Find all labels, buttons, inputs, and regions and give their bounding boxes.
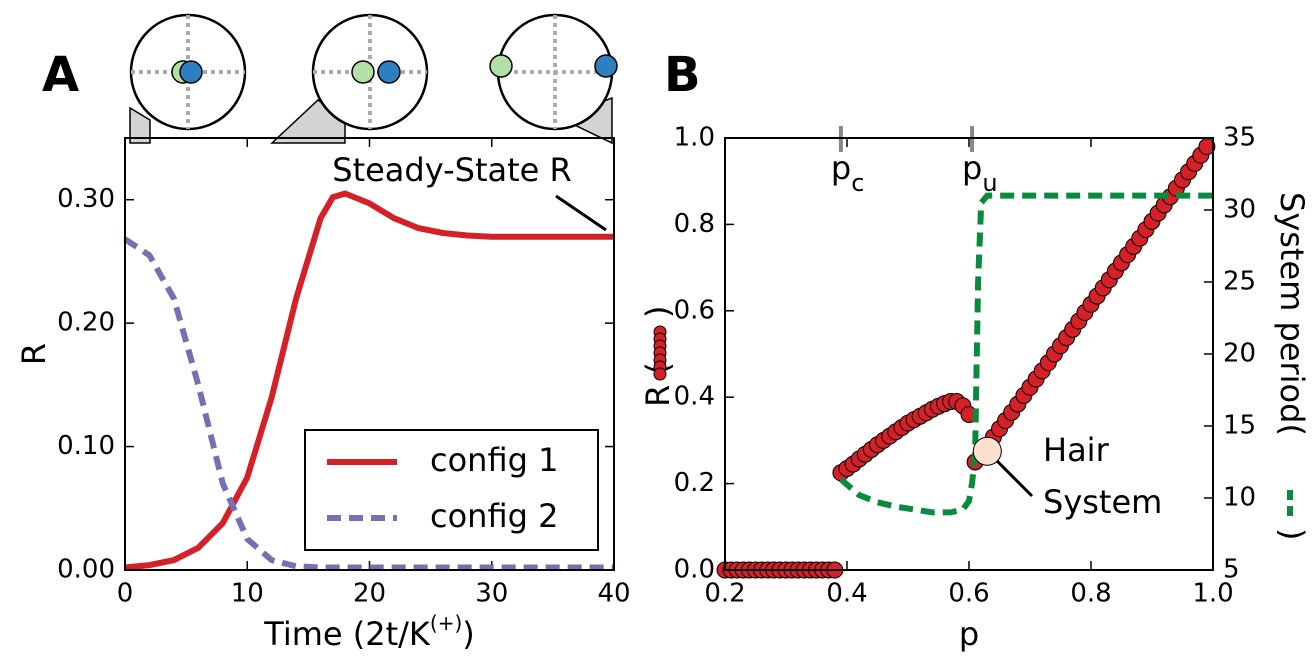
y2-tick-label: 20 — [1223, 339, 1256, 369]
x-tick-label: 0 — [117, 579, 134, 609]
marker-label-text: p — [962, 149, 982, 187]
y-tick-label: 0.10 — [57, 431, 115, 461]
blue-site — [179, 60, 203, 84]
y-tick-label: 0.2 — [674, 468, 715, 498]
x-tick-label: 10 — [231, 579, 264, 609]
green-site — [351, 60, 375, 84]
data-line — [124, 190, 614, 571]
y-axis-label: R — [15, 343, 53, 365]
x-axis-label-end: ) — [462, 615, 474, 653]
blue-site — [594, 54, 618, 78]
panel-letter: B — [664, 47, 701, 103]
y-tick-label: 0.00 — [57, 555, 115, 585]
annotation: Steady-State R — [332, 151, 572, 189]
y-axis-label-icon — [653, 367, 667, 381]
x-axis-label: p — [959, 615, 979, 653]
y-tick-label: 0.6 — [674, 295, 715, 325]
legend-label: config 2 — [430, 497, 558, 535]
marker-label-sub: u — [982, 169, 997, 197]
blue-site — [377, 60, 401, 84]
y-tick-label: 0.8 — [674, 209, 715, 239]
data-line — [838, 192, 1213, 516]
annotation: System — [1043, 483, 1162, 521]
x-axis-label: Time (2t/K(+)) — [263, 611, 475, 654]
y2-axis-label: System period( — [1273, 192, 1311, 436]
plot-frame — [724, 137, 1214, 571]
x-tick-label: 20 — [353, 579, 386, 609]
y-tick-label: 0.0 — [674, 555, 715, 585]
y2-tick-label: 15 — [1223, 411, 1256, 441]
plot-frame — [124, 137, 615, 571]
marker-label: pc — [831, 149, 865, 197]
x-axis-label-text: p — [959, 615, 979, 653]
y-tick-label: 0.20 — [57, 308, 115, 338]
legend-box — [304, 429, 599, 551]
x-tick-label: 30 — [475, 579, 508, 609]
panel-letter: A — [42, 47, 79, 103]
y2-tick-label: 25 — [1223, 267, 1256, 297]
x-axis-label-text: Time (2t/K — [263, 615, 431, 653]
green-site — [489, 54, 513, 78]
x-tick-label: 1.0 — [1192, 579, 1233, 609]
y2-tick-label: 10 — [1223, 483, 1256, 513]
annotation-line — [555, 194, 607, 232]
x-tick-label: 0.2 — [704, 579, 745, 609]
y-tick-label: 1.0 — [674, 123, 715, 153]
y-tick-label: 0.4 — [674, 382, 715, 412]
config-diagrams — [129, 13, 618, 145]
x-tick-label: 0.6 — [948, 579, 989, 609]
marker-label-sub: c — [851, 169, 864, 197]
zoom-cone — [129, 106, 151, 144]
y-axis-label-end: ) — [639, 306, 677, 318]
marker-label-text: p — [831, 149, 851, 187]
x-tick-label: 0.4 — [826, 579, 867, 609]
highlight-point — [972, 436, 1002, 466]
y2-tick-label: 30 — [1223, 195, 1256, 225]
y-tick-label: 0.30 — [57, 184, 115, 214]
annotation: Hair — [1043, 431, 1110, 469]
y2-tick-label: 5 — [1223, 555, 1240, 585]
x-axis-label-sup: (+) — [430, 611, 462, 635]
x-tick-label: 0.8 — [1070, 579, 1111, 609]
marker-label: pu — [962, 149, 998, 197]
legend-label: config 1 — [430, 441, 558, 479]
x-tick-label: 40 — [597, 579, 630, 609]
data-line — [123, 236, 614, 571]
y2-tick-label: 35 — [1223, 123, 1256, 153]
y2-axis-label-end: ) — [1273, 528, 1311, 540]
